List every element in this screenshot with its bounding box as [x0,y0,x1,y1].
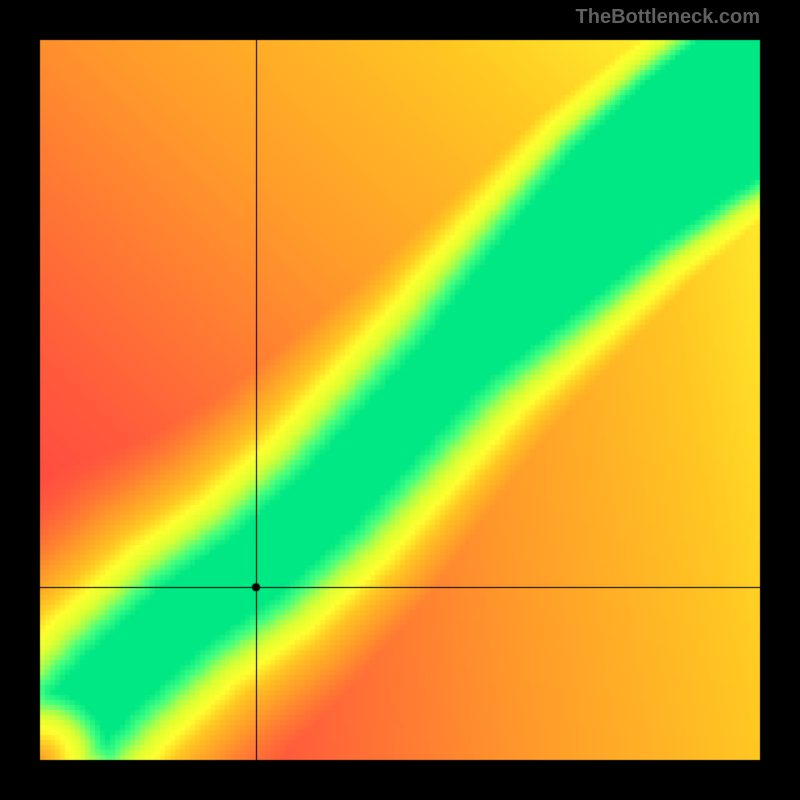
chart-container: { "watermark": { "text": "TheBottleneck.… [0,0,800,800]
bottleneck-heatmap [0,0,800,800]
watermark-text: TheBottleneck.com [576,6,760,29]
